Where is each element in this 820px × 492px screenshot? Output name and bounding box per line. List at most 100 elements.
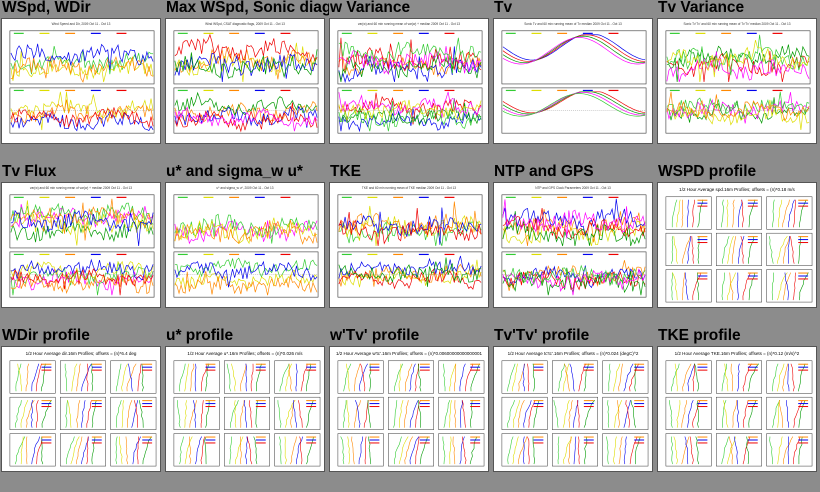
profile-line [342,400,347,428]
profile-line [454,400,457,428]
series-line [338,98,482,126]
profile-line [116,400,122,428]
profile-line [772,363,779,392]
plot-thumbnail-link[interactable]: 1/2 Hour Average tc'tc'.16m Profiles; of… [493,346,653,472]
plot-thumbnail-link[interactable]: 1/2 Hour Average TKE.16m Profiles; offse… [657,346,817,472]
profile-panel [224,396,270,430]
profile-line [777,363,785,392]
profile-line [553,400,559,428]
series-line [10,268,154,296]
profile-line [127,400,133,428]
series-line [10,209,154,247]
profile-line [354,400,361,428]
profile-panel [173,360,220,394]
profile-line [614,400,622,428]
profile-line [449,436,452,465]
profile-line [417,363,422,392]
profile-line [779,400,783,428]
profile-line [727,236,734,264]
plot-thumbnail-link[interactable]: Wind WSpd, CSAT diagnostic flags, 2009 O… [165,18,325,144]
profile-panel [552,360,598,394]
plot-thumbnail-link[interactable]: var(w) and 60 min running mean of var(w)… [1,182,161,308]
profile-line [67,400,72,428]
plot-thumbnail-link[interactable]: 1/2 Hour Average dir.16m Profiles; offse… [1,346,161,472]
profile-line [64,363,68,392]
series-line [174,33,318,65]
profile-line [771,272,775,301]
profile-line [141,363,144,392]
profile-line [776,235,788,264]
profile-line [359,363,368,392]
profile-line [692,400,701,428]
profile-line [748,199,756,228]
series-line [10,107,154,129]
plot-thumbnail-link[interactable]: 1/2 Hour Average u*.16m Profiles; offset… [165,346,325,472]
plot-thumbnail-link[interactable]: 1/2 Hour Average w'tc'.16m Profiles; off… [329,346,489,472]
series-line [174,257,318,279]
profile-line [358,436,363,465]
profile-line [86,436,89,465]
profile-line [787,236,790,264]
plot-title: Wind WSpd, CSAT diagnostic flags, 2009 O… [205,22,285,26]
gallery-tile: Tv'Tv' profile 1/2 Hour Average tc'tc'.16… [493,327,657,492]
plot-thumbnail-link[interactable]: TKE and 60 min running mean of TKE media… [329,182,489,308]
profile-line [115,363,122,392]
profile-panel [337,396,384,430]
profile-line [76,400,81,428]
plot-thumbnail-image: Sonic Tv and 60 min running mean of Tv m… [501,22,647,134]
profile-line [507,436,514,465]
series-line [338,99,482,121]
profile-line [513,400,520,428]
series-line [10,91,154,131]
profile-line [205,400,210,428]
profile-line [231,363,236,392]
series-line [174,269,318,290]
profile-line [616,400,620,428]
profile-line [625,400,630,428]
profile-panel [337,433,384,467]
profile-line [634,363,636,392]
profile-line [295,363,298,392]
series-line [502,199,646,239]
series-line [338,255,482,279]
series-line [338,54,482,83]
series-line [666,97,810,124]
profile-line [527,436,530,465]
plot-title: 1/2 Hour Average TKE.16m Profiles; offse… [675,351,800,356]
plot-thumbnail-link[interactable]: NTP and GPS Clock Parameters 2009 Oct 11… [493,182,653,308]
series-line [10,200,154,246]
profile-line [419,436,428,465]
profile-line [134,400,138,428]
series-line [174,42,318,83]
plot-thumbnail-link[interactable]: var(w) and 60 min running mean of var(w)… [329,18,489,144]
profile-line [121,400,124,428]
plot-thumbnail-link[interactable]: Sonic Tv'Tv' and 60 min running mean of … [657,18,817,144]
profile-line [740,236,744,264]
profile-line [523,400,532,428]
profile-line [507,363,516,392]
plot-thumbnail-link[interactable]: Sonic Tv and 60 min running mean of Tv m… [493,18,653,144]
profile-line [200,436,206,465]
profile-line [459,363,466,392]
plot-thumbnail-link[interactable]: u* and sigma_w u*, 2009 Oct 11 - Oct 13 [165,182,325,308]
profile-line [36,436,43,465]
profile-line [726,199,729,228]
profile-line [393,436,402,465]
plot-thumbnail-link[interactable]: 1/2 Hour Average spd.16m Profiles; offse… [657,182,817,308]
profile-line [673,236,678,264]
profile-line [790,236,795,264]
profile-line [692,363,695,392]
plot-thumbnail-link[interactable]: Wind Speed and Dir, 2009 Oct 11 - Oct 13 [1,18,161,144]
series-line [174,260,318,288]
profile-line [415,436,420,465]
profile-line [200,363,208,392]
profile-line [727,272,736,301]
profile-panel [716,396,762,430]
profile-line [783,272,791,301]
profile-line [557,363,565,392]
gallery-tile: Tv Flux var(w) and 60 min running mean of… [1,163,165,328]
profile-line [136,436,140,465]
profile-line [786,400,790,428]
series-line [666,44,810,83]
profile-panel [766,396,813,430]
